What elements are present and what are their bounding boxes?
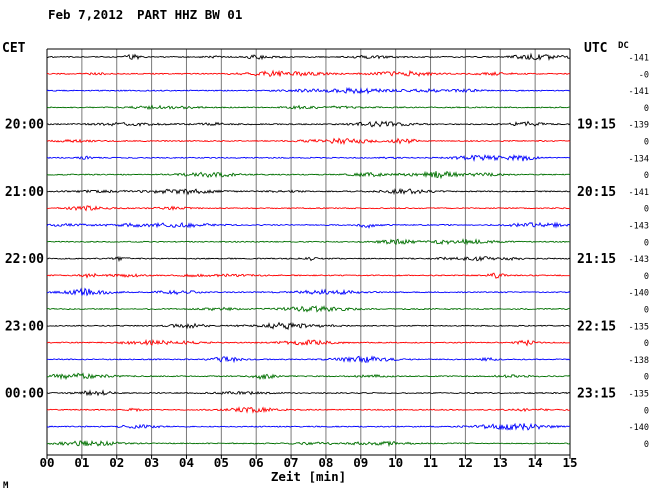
seismogram-trace-15 — [46, 305, 571, 313]
cet-time-label: 20:00 — [5, 118, 44, 133]
x-tick-label: 06 — [249, 455, 264, 470]
dc-offset-value: -141 — [629, 87, 649, 97]
cet-time-label: 23:00 — [5, 319, 44, 334]
utc-time-label: 19:15 — [577, 118, 616, 133]
dc-offset-value: 0 — [644, 171, 649, 181]
cet-time-label: 21:00 — [5, 185, 44, 200]
x-tick-label: 00 — [39, 455, 54, 470]
seismogram-trace-20 — [46, 389, 571, 397]
seismogram-trace-2 — [46, 86, 571, 95]
seismogram-trace-6 — [46, 154, 571, 162]
x-tick-label: 15 — [562, 455, 577, 470]
dc-offset-value: -135 — [629, 322, 649, 332]
seismogram-trace-11 — [46, 238, 571, 246]
dc-offset-value: -135 — [629, 390, 649, 400]
utc-time-label: 21:15 — [577, 252, 616, 267]
seismogram-trace-5 — [46, 137, 571, 146]
seismogram-trace-13 — [46, 272, 571, 279]
utc-axis-label: UTC — [584, 41, 607, 56]
x-tick-label: 08 — [318, 455, 333, 470]
dc-column-label: DC — [618, 41, 629, 51]
title-date: Feb 7,2012 — [48, 7, 123, 22]
x-tick-label: 14 — [528, 455, 543, 470]
x-tick-label: 05 — [214, 455, 229, 470]
dc-offset-value: 0 — [644, 272, 649, 282]
seismogram-trace-16 — [46, 321, 571, 331]
seismogram-trace-12 — [47, 255, 571, 263]
dc-offset-value: -134 — [629, 154, 649, 164]
dc-offset-value: 0 — [644, 406, 649, 416]
dc-offset-value: -143 — [629, 222, 649, 232]
seismogram-trace-3 — [46, 104, 570, 111]
x-axis-title: Zeit [min] — [271, 469, 346, 484]
x-tick-label: 09 — [353, 455, 368, 470]
seismogram-trace-17 — [46, 338, 571, 347]
dc-offset-value: 0 — [644, 104, 649, 114]
dc-offset-value: 0 — [644, 138, 649, 148]
dc-offset-value: 0 — [644, 339, 649, 349]
dc-offset-value: 0 — [644, 306, 649, 316]
dc-offset-value: -143 — [629, 255, 649, 265]
dc-offset-value: -0 — [639, 70, 649, 80]
cet-axis-label: CET — [2, 41, 26, 56]
dc-offset-value: -140 — [629, 289, 649, 299]
seismogram-trace-8 — [46, 187, 571, 196]
dc-offset-value: 0 — [644, 440, 649, 450]
utc-time-label: 20:15 — [577, 185, 616, 200]
x-tick-label: 13 — [493, 455, 508, 470]
x-tick-label: 02 — [109, 455, 124, 470]
x-tick-label: 01 — [74, 455, 89, 470]
seismogram-trace-7 — [46, 170, 571, 180]
title-station: PART HHZ BW 01 — [137, 7, 242, 22]
dc-offset-value: 0 — [644, 205, 649, 215]
seismogram-trace-4 — [46, 120, 571, 128]
corner-watermark: M — [3, 481, 9, 491]
seismogram-trace-10 — [46, 221, 571, 229]
dc-offset-value: 0 — [644, 373, 649, 383]
dc-offset-value: 0 — [644, 238, 649, 248]
x-tick-label: 03 — [144, 455, 159, 470]
cet-time-label: 00:00 — [5, 387, 44, 402]
seismogram-trace-18 — [46, 355, 571, 364]
seismogram-trace-1 — [46, 69, 571, 78]
dc-offset-value: -141 — [629, 54, 649, 64]
x-tick-label: 12 — [458, 455, 473, 470]
x-tick-label: 04 — [179, 455, 194, 470]
dc-offset-value: -139 — [629, 121, 649, 131]
seismogram-trace-21 — [46, 406, 571, 414]
x-tick-label: 07 — [284, 455, 299, 470]
dc-offset-value: -140 — [629, 423, 649, 433]
cet-time-label: 22:00 — [5, 252, 44, 267]
seismogram-trace-19 — [46, 372, 571, 381]
seismogram-trace-23 — [46, 439, 571, 448]
dc-offset-value: -141 — [629, 188, 649, 198]
x-tick-label: 10 — [388, 455, 403, 470]
seismogram-trace-22 — [46, 422, 570, 432]
seismogram-trace-9 — [46, 205, 571, 212]
dc-offset-value: -138 — [629, 356, 649, 366]
x-tick-label: 11 — [423, 455, 438, 470]
utc-time-label: 23:15 — [577, 387, 616, 402]
seismogram-trace-14 — [47, 287, 571, 297]
seismogram-trace-0 — [46, 52, 571, 61]
utc-time-label: 22:15 — [577, 319, 616, 334]
